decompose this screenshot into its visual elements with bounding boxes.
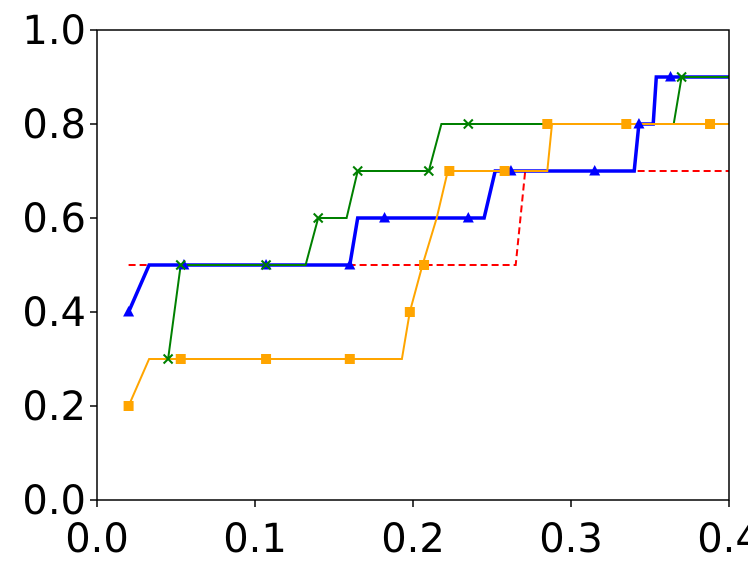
series-line-1 (126, 75, 729, 313)
series-2-marker-3-b (312, 212, 324, 224)
x-tick-label-0: 0.0 (65, 516, 129, 562)
x-tick-label-4: 0.4 (697, 516, 748, 562)
series-2-marker-7-b (676, 71, 687, 83)
series-1-marker-7 (589, 165, 601, 176)
series-2-marker-5 (423, 165, 435, 177)
series-2-marker-4 (352, 165, 363, 177)
series-1-marker-3 (344, 259, 356, 270)
series-2-marker-4-b (352, 165, 363, 177)
y-tick-label-3: 0.6 (22, 196, 86, 242)
plot-markers (123, 71, 716, 411)
x-axis-ticks: 0.0 0.1 0.2 0.3 0.4 (65, 500, 748, 562)
series-1-marker-8 (633, 118, 645, 129)
series-2-marker-3 (312, 212, 324, 224)
series-3-marker-6 (444, 166, 455, 176)
y-axis-ticks: 0.0 0.2 0.4 0.6 0.8 1.0 (22, 8, 97, 524)
series-1-marker-4 (379, 212, 391, 223)
series-2-marker-1 (175, 259, 186, 271)
series-3-marker-7 (499, 166, 510, 176)
series-3-marker-4 (404, 307, 415, 317)
y-tick-label-1: 0.2 (22, 384, 86, 430)
series-2-marker-7 (676, 71, 687, 83)
series-2-marker-0 (162, 353, 174, 365)
series-3-marker-8 (542, 119, 553, 129)
series-2-marker-2 (260, 259, 272, 271)
series-3-marker-10 (705, 119, 716, 129)
series-2-marker-2-b (260, 259, 272, 271)
x-tick-label-2: 0.2 (381, 516, 445, 562)
y-tick-label-4: 0.8 (22, 102, 86, 148)
series-2-marker-1-b (175, 259, 186, 271)
x-tick-label-3: 0.3 (539, 516, 603, 562)
y-tick-label-0: 0.0 (22, 478, 86, 524)
series-1-marker-9 (665, 71, 677, 82)
series-1-marker-5 (462, 212, 474, 223)
series-2-marker-6-b (463, 118, 474, 130)
y-tick-label-5: 1.0 (22, 8, 86, 54)
series-3-marker-2 (261, 354, 272, 364)
series-2-marker-0-b (162, 353, 174, 365)
series-3-marker-3 (344, 354, 355, 364)
series-2-marker-6 (463, 118, 474, 130)
x-tick-label-1: 0.1 (223, 516, 287, 562)
series-1-marker-0 (123, 306, 135, 317)
series-2-marker-5-b (423, 165, 435, 177)
series-3-marker-9 (621, 119, 632, 129)
series-3-marker-1 (175, 354, 186, 364)
series-1-marker-1 (178, 259, 190, 270)
series-3-marker-5 (419, 260, 430, 270)
series-3-marker-0 (123, 401, 134, 411)
y-tick-label-2: 0.4 (22, 290, 86, 336)
